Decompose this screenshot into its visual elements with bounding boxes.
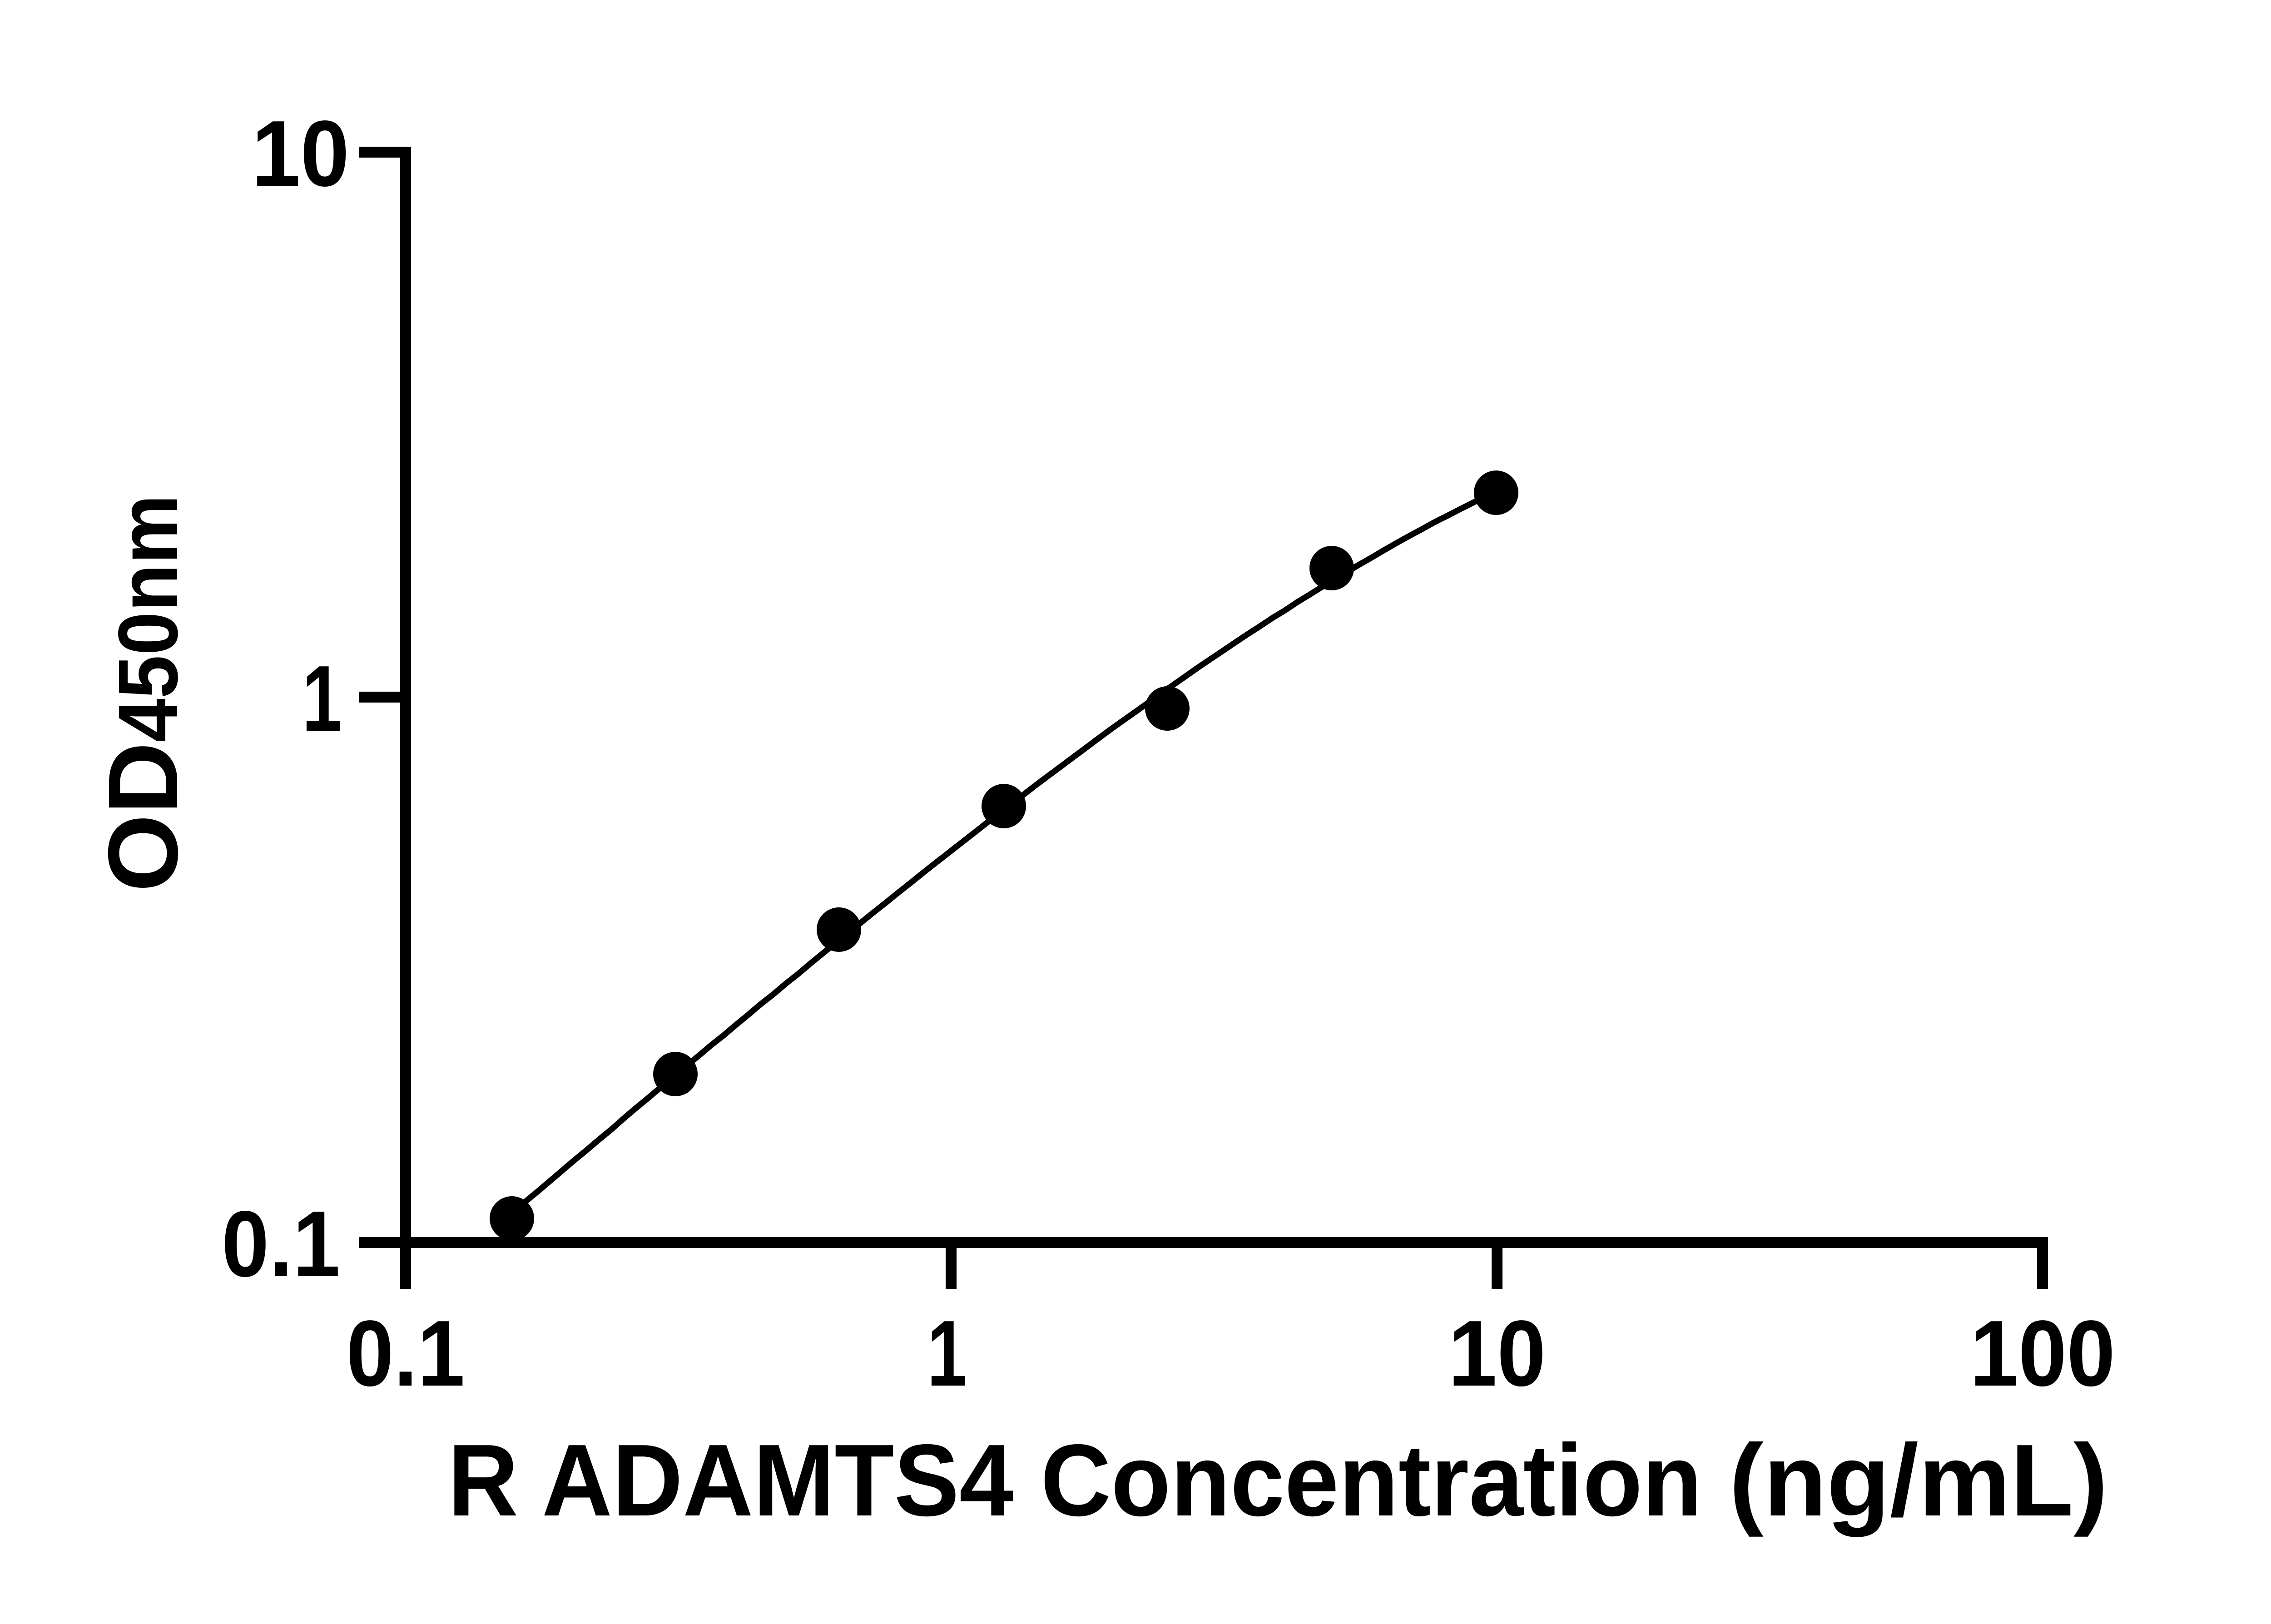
svg-text:100: 100 xyxy=(1970,1301,2115,1406)
svg-text:1: 1 xyxy=(302,646,342,751)
svg-text:1: 1 xyxy=(927,1301,967,1406)
svg-text:0.1: 0.1 xyxy=(347,1301,465,1406)
svg-text:10: 10 xyxy=(252,101,349,206)
svg-text:OD450nm: OD450nm xyxy=(88,495,198,892)
svg-text:R ADAMTS4 Concentration (ng/mL: R ADAMTS4 Concentration (ng/mL) xyxy=(448,1423,2108,1537)
svg-text:10: 10 xyxy=(1448,1301,1546,1406)
svg-text:0.1: 0.1 xyxy=(222,1192,340,1296)
